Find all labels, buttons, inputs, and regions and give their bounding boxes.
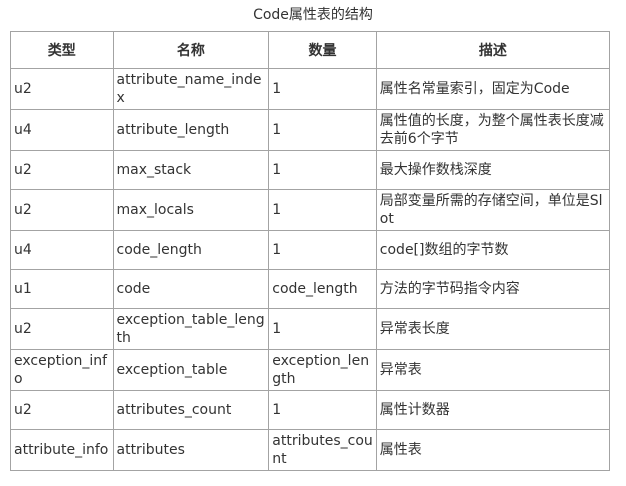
cell-count: exception_length (268, 349, 377, 391)
cell-type: attribute_info (10, 429, 114, 471)
cell-name: exception_table (112, 349, 270, 391)
table-row: exception_info exception_table exception… (10, 349, 611, 391)
table-row: u4 code_length 1 code[]数组的字节数 (10, 230, 611, 270)
cell-name: code (112, 269, 270, 309)
cell-count: 1 (268, 109, 377, 151)
cell-name: attributes (112, 429, 270, 471)
cell-name: attribute_length (112, 109, 270, 151)
table-row: u2 attribute_name_index 1 属性名常量索引，固定为Cod… (10, 68, 611, 110)
cell-count: 1 (268, 189, 377, 231)
header-cell-count: 数量 (268, 31, 377, 69)
page-title: Code属性表的结构 (253, 7, 373, 23)
cell-type: u2 (10, 68, 114, 110)
cell-count: 1 (268, 308, 377, 350)
table-row: attribute_info attributes attributes_cou… (10, 429, 611, 471)
cell-description: 属性表 (375, 429, 611, 471)
table-row: u1 code code_length 方法的字节码指令内容 (10, 269, 611, 309)
cell-description: 方法的字节码指令内容 (375, 269, 611, 309)
cell-count: 1 (268, 150, 377, 190)
table-row: u2 exception_table_length 1 异常表长度 (10, 308, 611, 350)
cell-description: 属性名常量索引，固定为Code (375, 68, 611, 110)
cell-count: attributes_count (268, 429, 377, 471)
cell-type: u4 (10, 109, 114, 151)
table-header-row: 类型 名称 数量 描述 (10, 31, 611, 69)
cell-count: 1 (268, 68, 377, 110)
cell-type: u2 (10, 308, 114, 350)
table-body: u2 attribute_name_index 1 属性名常量索引，固定为Cod… (10, 68, 611, 471)
cell-count: 1 (268, 230, 377, 270)
cell-description: code[]数组的字节数 (375, 230, 611, 270)
cell-type: u2 (10, 150, 114, 190)
cell-description: 最大操作数栈深度 (375, 150, 611, 190)
cell-description: 异常表 (375, 349, 611, 391)
cell-name: max_stack (112, 150, 270, 190)
header-cell-description: 描述 (375, 31, 611, 69)
code-attribute-structure-table: 类型 名称 数量 描述 u2 attribute_name_index 1 属性… (10, 31, 611, 471)
cell-name: attribute_name_index (112, 68, 270, 110)
cell-name: code_length (112, 230, 270, 270)
cell-description: 异常表长度 (375, 308, 611, 350)
cell-type: u2 (10, 390, 114, 430)
cell-name: max_locals (112, 189, 270, 231)
table-row: u2 max_stack 1 最大操作数栈深度 (10, 150, 611, 190)
table-row: u2 max_locals 1 局部变量所需的存储空间，单位是Slot (10, 189, 611, 231)
cell-type: u1 (10, 269, 114, 309)
cell-description: 属性计数器 (375, 390, 611, 430)
cell-description: 属性值的长度，为整个属性表长度减去前6个字节 (375, 109, 611, 151)
cell-type: u4 (10, 230, 114, 270)
table-row: u4 attribute_length 1 属性值的长度，为整个属性表长度减去前… (10, 109, 611, 151)
cell-count: code_length (268, 269, 377, 309)
cell-type: u2 (10, 189, 114, 231)
header-cell-name: 名称 (112, 31, 270, 69)
cell-name: attributes_count (112, 390, 270, 430)
cell-type: exception_info (10, 349, 114, 391)
table-row: u2 attributes_count 1 属性计数器 (10, 390, 611, 430)
cell-description: 局部变量所需的存储空间，单位是Slot (375, 189, 611, 231)
cell-count: 1 (268, 390, 377, 430)
cell-name: exception_table_length (112, 308, 270, 350)
header-cell-type: 类型 (10, 31, 114, 69)
